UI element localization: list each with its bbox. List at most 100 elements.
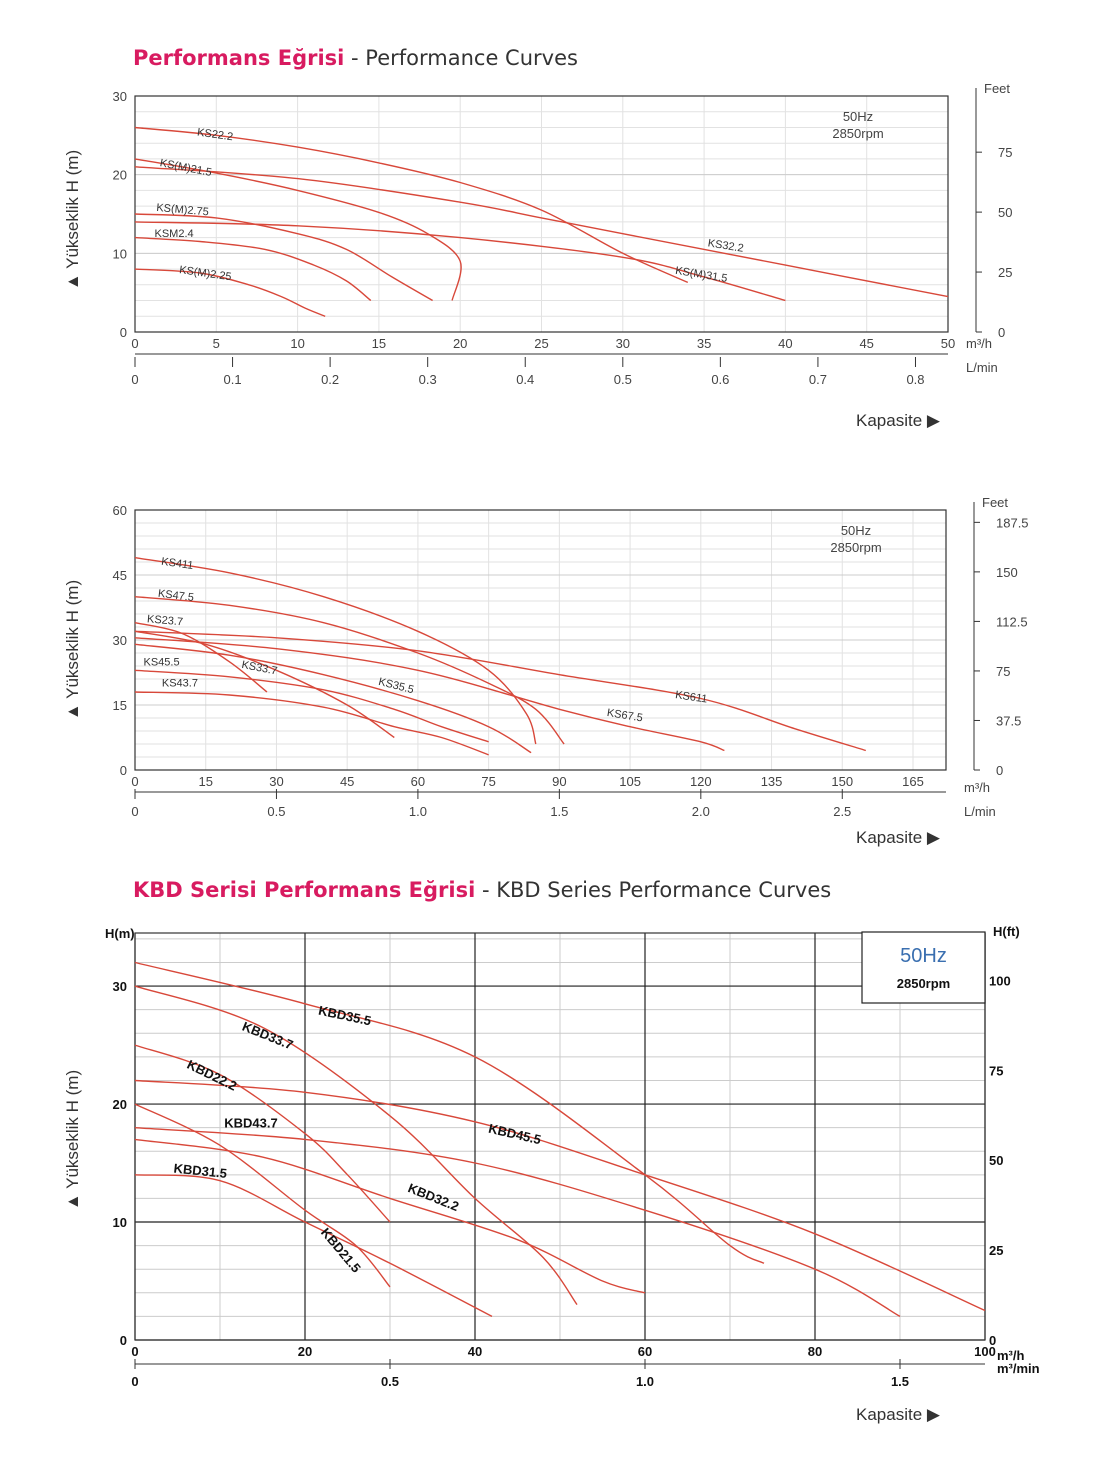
curve-label: KS(M)31.5 xyxy=(674,265,728,285)
x2-tick-label: 1.5 xyxy=(891,1374,909,1389)
curve-label: KBD21.5 xyxy=(318,1225,364,1276)
y-tick-label: 20 xyxy=(113,168,127,183)
x-tick-label: 165 xyxy=(902,774,924,789)
x-tick-label: 45 xyxy=(859,336,873,351)
y-axis-label: ▲ Yükseklik H (m) xyxy=(63,150,82,290)
x2-tick-label: 0.4 xyxy=(516,372,534,387)
x-tick-label: 150 xyxy=(831,774,853,789)
y2-tick-label: 37.5 xyxy=(996,713,1021,728)
curve-label: KS411 xyxy=(161,556,195,572)
kapasite-label: Kapasite ▶ xyxy=(856,1405,940,1424)
curve-kbd45-5 xyxy=(134,1079,986,1312)
y2-tick-label: 75 xyxy=(996,664,1010,679)
curve-kbd33-7 xyxy=(134,985,578,1306)
speed-label: 2850rpm xyxy=(897,976,950,991)
x-tick-label: 15 xyxy=(198,774,212,789)
curve-ks47-5 xyxy=(134,596,565,745)
y-tick-label: 0 xyxy=(120,763,127,778)
curve-ks611 xyxy=(134,630,867,752)
x2-tick-label: 0 xyxy=(131,1374,138,1389)
x-tick-label: 105 xyxy=(619,774,641,789)
x-tick-label: 20 xyxy=(298,1344,312,1359)
x2-tick-label: 1.5 xyxy=(550,804,568,819)
curve-ks33-7 xyxy=(134,630,395,739)
x-tick-label: 5 xyxy=(213,336,220,351)
curve-label: KS(M)2.75 xyxy=(156,202,209,219)
performance-chart-1: 50Hz 2850rpm 0 10 20 30 0 25 50 75 Feet 0 5 10 15 20 25 3… xyxy=(63,81,1012,387)
title-sep: - xyxy=(344,46,366,70)
curve-ks32-2 xyxy=(134,166,949,298)
y2-tick-label: 100 xyxy=(989,973,1011,988)
y-tick-label: 15 xyxy=(113,698,127,713)
y-tick-label: 30 xyxy=(113,89,127,104)
curves xyxy=(134,557,867,756)
y2-tick-label: 0 xyxy=(998,325,1005,340)
y2-tick-label: 75 xyxy=(998,145,1012,160)
y2-tick-label: 75 xyxy=(989,1063,1003,1078)
curve-ks35-5 xyxy=(134,643,532,754)
x-tick-label: 75 xyxy=(481,774,495,789)
x-tick-label: 135 xyxy=(761,774,783,789)
x2-axis-unit: m³/min xyxy=(997,1361,1040,1376)
curve-label: KBD22.2 xyxy=(185,1057,240,1094)
y-tick-label: 0 xyxy=(120,1333,127,1348)
curve-label: KBD35.5 xyxy=(317,1003,372,1029)
curve-label: KS32.2 xyxy=(707,237,745,254)
x2-tick-label: 0.5 xyxy=(267,804,285,819)
curve-kbd35-5 xyxy=(134,961,765,1264)
plot-frame xyxy=(134,932,986,1341)
curve-ks-m-2-25 xyxy=(134,268,326,317)
speed-label: 2850rpm xyxy=(832,126,883,141)
x-tick-label: 60 xyxy=(411,774,425,789)
y-tick-label: 10 xyxy=(113,246,127,261)
title-tr: KBD Serisi Performans Eğrisi xyxy=(133,878,476,902)
curve-ks411 xyxy=(134,557,537,745)
x-tick-label: 25 xyxy=(534,336,548,351)
kapasite-label: Kapasite ▶ xyxy=(856,411,940,430)
y-tick-label: 60 xyxy=(113,503,127,518)
x-tick-label: 120 xyxy=(690,774,712,789)
y2-tick-label: 112.5 xyxy=(996,614,1028,629)
curve-label: KBD33.7 xyxy=(240,1019,295,1053)
y-axis-label: ▲ Yükseklik H (m) xyxy=(63,580,82,720)
curve-label: KBD43.7 xyxy=(224,1116,277,1131)
y2-tick-label: 150 xyxy=(996,565,1018,580)
curve-kbd32-2 xyxy=(134,1138,646,1294)
y-tick-label: 20 xyxy=(113,1097,127,1112)
x-axis: 0 20 40 60 80 100 0 0.5 1.0 1.5 xyxy=(131,1344,995,1389)
kapasite-label: Kapasite ▶ xyxy=(856,828,940,847)
x2-tick-label: 1.0 xyxy=(409,804,427,819)
curve-label: KS(M)2.25 xyxy=(178,264,232,283)
x-tick-label: 40 xyxy=(778,336,792,351)
y2-tick-label: 187.5 xyxy=(996,515,1029,530)
y2-tick-label: 0 xyxy=(996,763,1003,778)
y-tick-label: 45 xyxy=(113,568,127,583)
info-box xyxy=(861,931,986,1004)
y-axis-label: ▲ Yükseklik H (m) xyxy=(63,1070,82,1210)
x-tick-label: 100 xyxy=(974,1344,996,1359)
curve-ks-m-21-5 xyxy=(134,158,462,301)
x-axis: 0 15 30 45 60 75 90 105 120 135 150 165 0 0.5 1.0 1.5 2.… xyxy=(131,774,946,819)
x-axis-unit: m³/h xyxy=(966,336,992,351)
x-axis-unit: m³/h xyxy=(964,780,990,795)
x-tick-label: 60 xyxy=(638,1344,652,1359)
title-kbd-curves: KBD Serisi Performans Eğrisi - KBD Serie… xyxy=(133,878,831,902)
x2-tick-label: 0.3 xyxy=(419,372,437,387)
curve-ksm2-4 xyxy=(134,236,372,302)
performance-chart-2: 50Hz2850rpm015304560037.575112.5150187.5… xyxy=(63,495,1029,819)
x2-tick-label: 1.0 xyxy=(636,1374,654,1389)
title-sep: - xyxy=(475,878,497,902)
x2-tick-label: 0.2 xyxy=(321,372,339,387)
x2-tick-label: 0.1 xyxy=(224,372,242,387)
x2-tick-label: 0.8 xyxy=(906,372,924,387)
curves xyxy=(134,961,986,1318)
y2-axis-unit: Feet xyxy=(982,495,1008,510)
y2-tick-label: 25 xyxy=(998,265,1012,280)
curve-ks43-7 xyxy=(134,691,489,756)
x2-tick-label: 0 xyxy=(131,804,138,819)
x-tick-label: 90 xyxy=(552,774,566,789)
x-tick-label: 40 xyxy=(468,1344,482,1359)
curve-ks22-2 xyxy=(134,126,689,284)
x2-tick-label: 0 xyxy=(131,372,138,387)
